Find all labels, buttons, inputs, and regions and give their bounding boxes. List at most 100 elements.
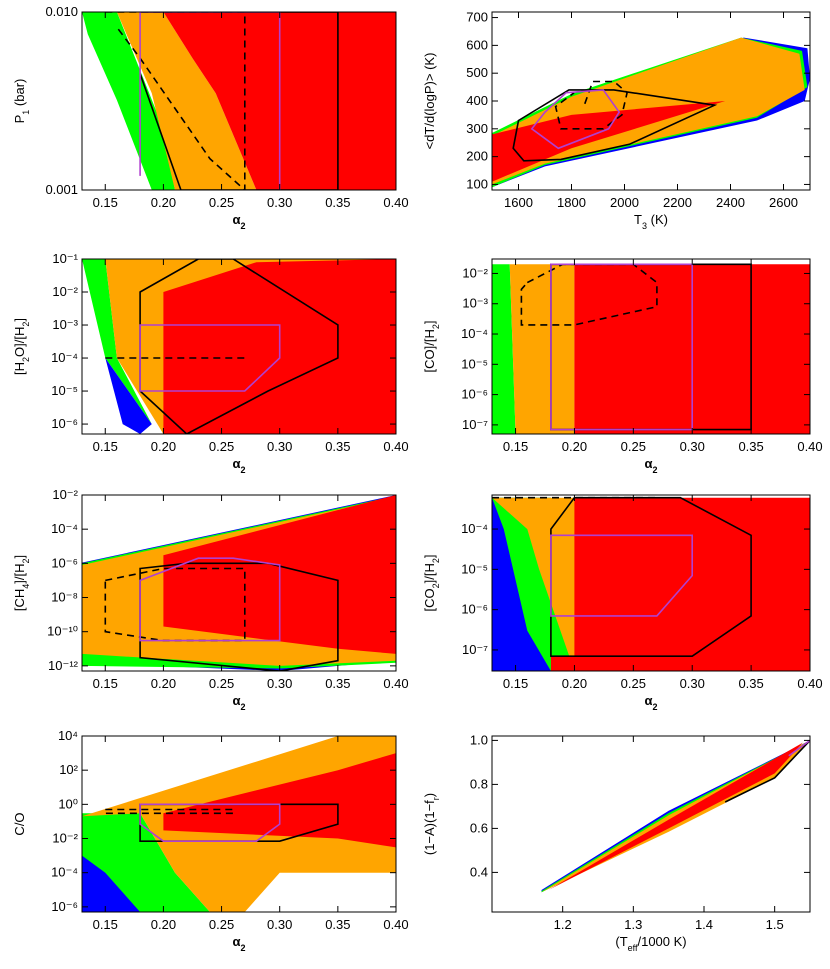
plot-area	[82, 736, 396, 912]
y-axis-label: [CO2]/[H2]	[422, 554, 441, 611]
y-tick-label: 10⁻⁶	[461, 387, 488, 402]
x-tick-label: 1.2	[554, 917, 572, 932]
contour-black	[139, 259, 339, 434]
region-red	[492, 101, 726, 182]
plot-area	[541, 739, 810, 893]
x-tick-label: 0.15	[93, 439, 118, 454]
x-tick-label: 0.15	[503, 676, 528, 691]
contour-purple	[530, 89, 621, 150]
y-tick-label: 10⁻⁴	[461, 521, 488, 536]
x-axis-label: α2	[232, 212, 245, 231]
y-axis-label: C/O	[12, 812, 27, 835]
contour-black	[139, 12, 339, 190]
y-tick-label: 10⁴	[58, 728, 78, 743]
x-tick-label: 1.4	[695, 917, 713, 932]
region-green	[492, 264, 516, 434]
contour-black	[512, 89, 718, 162]
x-tick-label: 1600	[504, 195, 533, 210]
panel-co2: 0.15 0.20 0.25 0.30 0.35 0.40 10⁻⁷ 10⁻⁶ 10⁻⁵ 10⁻⁴…	[422, 494, 823, 712]
y-tick-label: 10⁰	[58, 796, 78, 811]
plot-area	[82, 12, 396, 190]
y-axis-label: (1−A)(1−fr)	[422, 793, 441, 855]
x-axis-label: α2	[644, 693, 657, 712]
y-tick-label: 10⁻²	[52, 831, 78, 846]
x-tick-label: 0.35	[738, 439, 763, 454]
x-tick-label: 0.25	[209, 917, 234, 932]
y-axis-label: [CO]/[H2]	[422, 321, 441, 373]
y-tick-label: 0.010	[45, 4, 78, 19]
y-tick-label: 200	[466, 149, 488, 164]
x-tick-label: 1.5	[766, 917, 784, 932]
y-tick-label: 10⁻¹⁰	[47, 624, 78, 639]
y-tick-label: 10⁻⁵	[51, 383, 78, 398]
x-tick-label: 0.15	[93, 917, 118, 932]
panel-h2o: 0.15 0.20 0.25 0.30 0.35 0.40 10⁻⁶ 10⁻⁵ 10⁻⁴ 10⁻³…	[12, 251, 409, 475]
x-tick-label: 1.3	[624, 917, 642, 932]
region-orange	[492, 497, 598, 671]
plot-area	[492, 263, 810, 434]
x-tick-label: 0.35	[325, 195, 350, 210]
contour-purple	[139, 557, 281, 642]
x-tick-label: 2600	[769, 195, 798, 210]
panel-teff: 1.2 1.3 1.4 1.5 0.4 0.6 0.8 1.0 (Teff/1000 K) (1−…	[422, 732, 811, 953]
y-tick-label: 0.4	[470, 864, 488, 879]
x-tick-label: 1800	[557, 195, 586, 210]
x-tick-label: 0.20	[562, 676, 587, 691]
y-tick-label: 0.6	[470, 820, 488, 835]
x-tick-label: 2400	[716, 195, 745, 210]
y-tick-label: 0.8	[470, 776, 488, 791]
panel-t3: 1600 1800 2000 2200 2400 2600 100 200 300 400 500 6…	[422, 10, 811, 231]
y-tick-label: 10⁻⁷	[462, 642, 488, 657]
dashed-contour	[104, 567, 246, 642]
region-green	[82, 813, 210, 912]
x-axis-label: (Teff/1000 K)	[615, 934, 686, 953]
plot-area	[492, 496, 810, 671]
axes-frame	[491, 735, 811, 913]
y-axis-label: [CH4]/[H2]	[12, 555, 31, 611]
panel-c_o: 0.15 0.20 0.25 0.30 0.35 0.40 10⁻⁶ 10⁻⁴ 10⁻² 10⁰ 1…	[12, 728, 409, 953]
contour-purple	[139, 803, 281, 843]
y-tick-label: 10⁻⁵	[461, 356, 488, 371]
x-tick-label: 0.20	[151, 676, 176, 691]
region-orange	[509, 264, 575, 434]
x-tick-label: 0.35	[325, 439, 350, 454]
plot-area	[82, 259, 396, 434]
contour-purple	[139, 12, 281, 190]
x-tick-label: 0.35	[325, 917, 350, 932]
x-tick-label: 0.20	[151, 439, 176, 454]
x-tick-label: 0.15	[93, 676, 118, 691]
x-tick-label: 0.25	[209, 676, 234, 691]
contour-purple	[550, 534, 694, 617]
x-tick-label: 2000	[610, 195, 639, 210]
contour-purple	[788, 739, 810, 757]
axes-frame	[81, 735, 397, 913]
plot-area	[82, 495, 396, 671]
y-tick-label: 10⁻⁴	[51, 865, 78, 880]
x-tick-label: 0.40	[383, 439, 408, 454]
axes-frame	[81, 11, 397, 191]
y-tick-label: 10⁻⁶	[51, 555, 78, 570]
x-tick-label: 0.40	[797, 439, 822, 454]
y-tick-label: 10⁻²	[52, 487, 78, 502]
dashed-contour	[105, 12, 246, 190]
x-tick-label: 0.30	[680, 676, 705, 691]
axes-frame	[81, 258, 397, 435]
axes-frame	[491, 494, 811, 672]
y-tick-label: 700	[466, 10, 488, 25]
dashed-contour	[554, 80, 628, 130]
x-tick-label: 0.30	[267, 195, 292, 210]
y-tick-label: 10⁻⁵	[461, 561, 488, 576]
x-tick-label: 0.30	[267, 676, 292, 691]
x-tick-label: 0.20	[151, 195, 176, 210]
y-tick-label: 1.0	[470, 732, 488, 747]
y-tick-label: 10⁻⁶	[51, 416, 78, 431]
region-red	[550, 497, 810, 671]
x-tick-label: 0.30	[267, 917, 292, 932]
x-tick-label: 0.30	[680, 439, 705, 454]
x-tick-label: 0.20	[562, 439, 587, 454]
y-axis-label: [H2O]/[H2]	[12, 318, 31, 375]
panel-ch4: 0.15 0.20 0.25 0.30 0.35 0.40 10⁻¹² 10⁻¹⁰ 10⁻⁸ 10…	[12, 487, 409, 712]
region-orange	[116, 12, 257, 190]
y-tick-label: 10⁻⁷	[462, 417, 488, 432]
y-tick-label: 10⁻¹²	[48, 658, 79, 673]
